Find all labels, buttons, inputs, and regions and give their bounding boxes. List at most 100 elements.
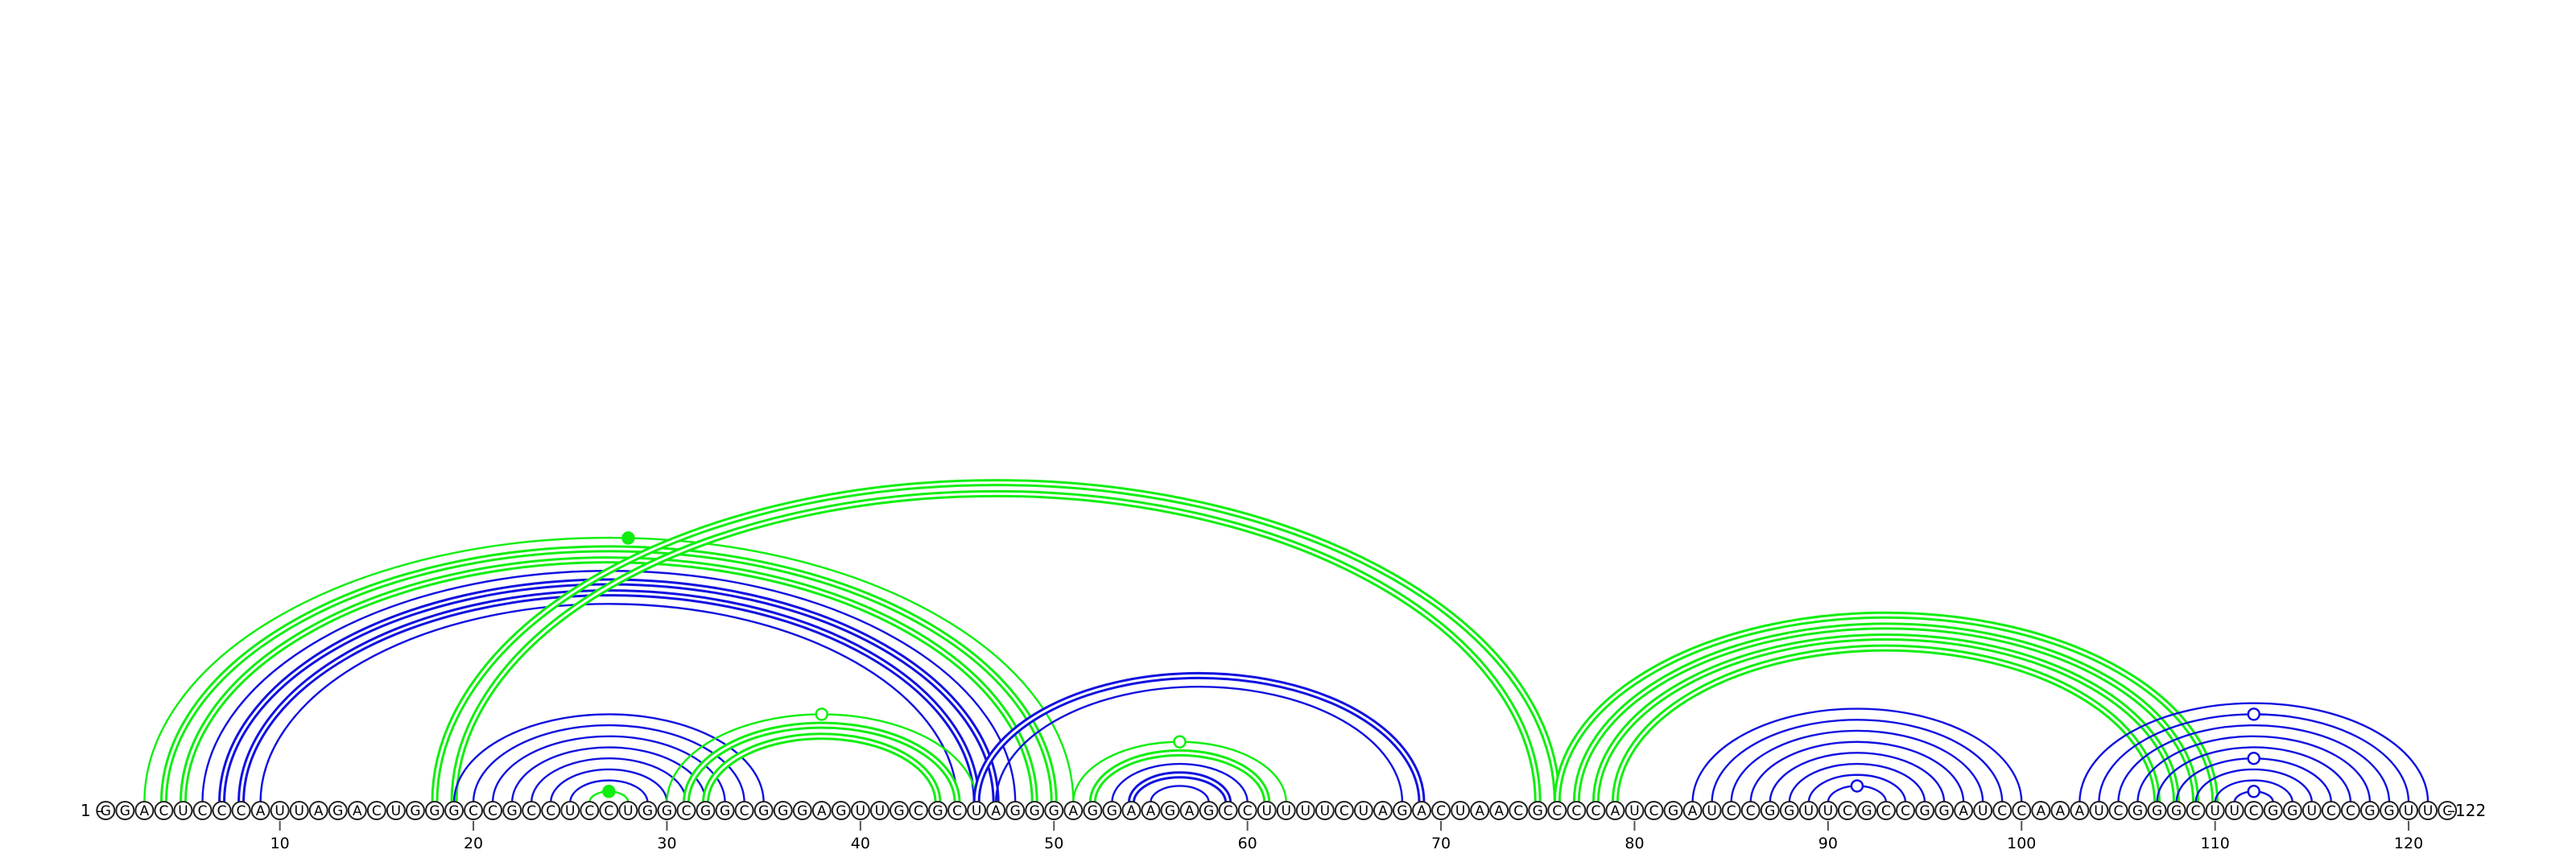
nucleotide-33: G bbox=[715, 801, 735, 820]
nucleotide-circle bbox=[1682, 801, 1703, 820]
nucleotide-circle bbox=[541, 801, 561, 820]
nucleotide-circle bbox=[444, 801, 464, 820]
nucleotide-circle bbox=[1663, 801, 1683, 820]
nucleotide-17: G bbox=[405, 801, 425, 820]
nucleotide-11: U bbox=[289, 801, 309, 820]
nucleotide-18: G bbox=[424, 801, 444, 820]
nucleotide-circle bbox=[1760, 801, 1780, 820]
nucleotide-letter: G bbox=[700, 803, 711, 819]
nucleotide-letter: G bbox=[2364, 803, 2375, 819]
nucleotide-108: G bbox=[2166, 801, 2186, 820]
nucleotide-circle bbox=[1934, 801, 1955, 820]
nucleotide-79: A bbox=[1605, 801, 1625, 820]
nucleotide-letter: A bbox=[1494, 803, 1504, 819]
nucleotide-letter: G bbox=[642, 803, 653, 819]
nucleotide-circle bbox=[1257, 801, 1277, 820]
nucleotide-53: G bbox=[1102, 801, 1122, 820]
nucleotide-circle bbox=[1470, 801, 1490, 820]
nucleotide-letter: U bbox=[2229, 803, 2239, 819]
nucleotide-letter: A bbox=[1688, 803, 1698, 819]
nucleotide-circle bbox=[464, 801, 484, 820]
nucleotide-circle bbox=[1992, 801, 2013, 820]
nucleotide-letter: G bbox=[2171, 803, 2182, 819]
nucleotide-circle bbox=[580, 801, 600, 820]
nucleotide-circle bbox=[1915, 801, 1935, 820]
nucleotide-letter: G bbox=[1165, 803, 1175, 819]
nucleotide-letter: A bbox=[2056, 803, 2066, 819]
nucleotide-circle bbox=[1276, 801, 1296, 820]
arc-gap-29 bbox=[1594, 635, 2178, 803]
nucleotide-circle bbox=[1025, 801, 1045, 820]
arc-marker-4 bbox=[1850, 779, 1864, 793]
nucleotide-letter: C bbox=[198, 803, 208, 819]
nucleotide-2: G bbox=[115, 801, 135, 820]
nucleotide-106: G bbox=[2128, 801, 2148, 820]
nucleotide-96: G bbox=[1934, 801, 1955, 820]
nucleotide-115: U bbox=[2301, 801, 2322, 820]
nucleotide-circle bbox=[1586, 801, 1606, 820]
nucleotide-circle bbox=[1083, 801, 1103, 820]
nucleotide-circle bbox=[947, 801, 968, 820]
nucleotide-letter: U bbox=[1707, 803, 1716, 819]
nucleotide-58: G bbox=[1199, 801, 1219, 820]
arc-marker-7 bbox=[2247, 785, 2260, 798]
nucleotide-circle bbox=[1218, 801, 1238, 820]
pair-arc-84-99 bbox=[1711, 719, 2004, 803]
nucleotide-41: U bbox=[869, 801, 890, 820]
nucleotide-circle bbox=[889, 801, 909, 820]
nucleotide-122: C bbox=[2438, 801, 2458, 820]
nucleotide-circle bbox=[250, 801, 270, 820]
nucleotide-letter: U bbox=[2307, 803, 2317, 819]
nucleotide-113: G bbox=[2263, 801, 2283, 820]
nucleotide-letter: A bbox=[991, 803, 1001, 819]
nucleotide-letter: G bbox=[720, 803, 730, 819]
nucleotide-letter: A bbox=[256, 803, 266, 819]
pair-arc-79-107 bbox=[1611, 644, 2161, 803]
nucleotide-circle bbox=[1315, 801, 1335, 820]
nucleotide-letter: C bbox=[1649, 803, 1659, 819]
sequence-end-label: –122 bbox=[2447, 801, 2486, 820]
nucleotide-letter: C bbox=[546, 803, 555, 819]
arc-marker-3 bbox=[1173, 735, 1187, 749]
nucleotide-letter: G bbox=[778, 803, 788, 819]
nucleotide-circle bbox=[715, 801, 735, 820]
tick-label-110: 110 bbox=[2201, 835, 2230, 852]
nucleotide-letter: C bbox=[1436, 803, 1446, 819]
nucleotide-circle bbox=[328, 801, 348, 820]
pair-arc-32-44 bbox=[702, 732, 942, 803]
pair-arc-76-110 bbox=[1553, 611, 2219, 803]
nucleotide-circle bbox=[1179, 801, 1199, 820]
nucleotide-letter: C bbox=[2326, 803, 2336, 819]
nucleotide-circle bbox=[2438, 801, 2458, 820]
pair-arc-53-60 bbox=[1111, 762, 1249, 803]
nucleotide-letter: C bbox=[952, 803, 962, 819]
nucleotide-circle bbox=[811, 801, 832, 820]
nucleotide-circle bbox=[696, 801, 716, 820]
nucleotide-letter: G bbox=[332, 803, 343, 819]
nucleotide-65: C bbox=[1334, 801, 1354, 820]
nucleotide-38: A bbox=[811, 801, 832, 820]
nucleotide-letter: A bbox=[1959, 803, 1968, 819]
nucleotide-circle bbox=[1121, 801, 1141, 820]
nucleotide-circle bbox=[2380, 801, 2400, 820]
nucleotide-letter: C bbox=[1997, 803, 2007, 819]
nucleotide-circle bbox=[1141, 801, 1161, 820]
pair-arc-9-45 bbox=[259, 603, 959, 803]
pair-arc-110-114 bbox=[2214, 779, 2294, 803]
nucleotide-letter: C bbox=[2114, 803, 2124, 819]
tick-label-20: 20 bbox=[464, 835, 483, 852]
nucleotide-76: C bbox=[1547, 801, 1567, 820]
nucleotide-circle bbox=[792, 801, 812, 820]
nucleotide-circle bbox=[1798, 801, 1818, 820]
nucleotide-letter: U bbox=[856, 803, 865, 819]
nucleotide-letter: C bbox=[526, 803, 536, 819]
nucleotide-circle bbox=[308, 801, 328, 820]
nucleotide-circle bbox=[96, 801, 116, 820]
nucleotide-letter: G bbox=[1010, 803, 1021, 819]
nucleotide-letter: G bbox=[1049, 803, 1059, 819]
nucleotide-55: A bbox=[1141, 801, 1161, 820]
nucleotide-90: U bbox=[1818, 801, 1838, 820]
nucleotide-letter: U bbox=[178, 803, 188, 819]
arc-gap-18 bbox=[685, 724, 959, 803]
nucleotide-circle bbox=[2147, 801, 2167, 820]
